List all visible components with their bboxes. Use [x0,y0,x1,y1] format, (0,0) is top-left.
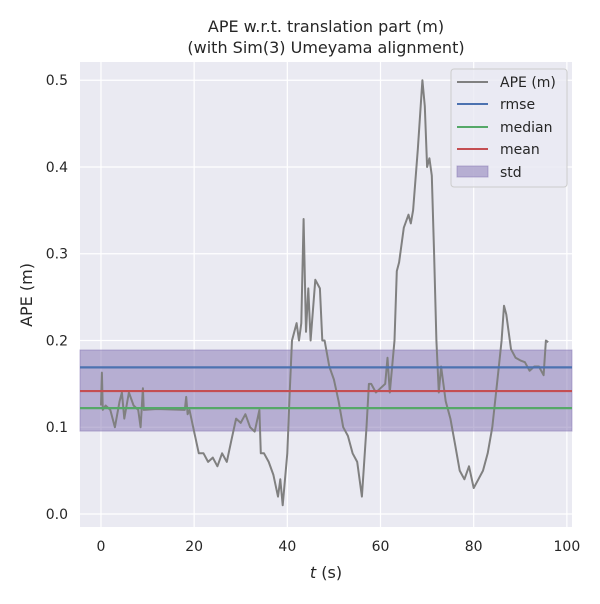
legend: APE (m) rmse median mean std [450,68,568,188]
x-axis-var: t [310,563,317,582]
legend-std-swatch [456,165,489,178]
ape-series-line [100,79,549,507]
x-tick-label: 100 [554,539,581,555]
y-tick-label: 0.1 [46,420,68,436]
x-tick-label: 0 [97,539,106,555]
y-tick-label: 0.3 [46,247,68,263]
ticks: 0 20 40 60 80 100 0.0 0.1 0.2 0.3 0.4 0.5 [46,73,581,555]
y-tick-label: 0.4 [46,160,68,176]
y-tick-label: 0.5 [46,73,68,89]
legend-mean-label: mean [500,142,540,158]
y-tick-label: 0.2 [46,333,68,349]
y-axis-label: APE (m) [17,263,36,327]
x-tick-label: 20 [185,539,203,555]
x-tick-label: 80 [465,539,483,555]
x-axis-unit: (s) [316,563,342,582]
legend-median-label: median [500,120,552,136]
x-tick-label: 60 [372,539,390,555]
chart-subtitle: (with Sim(3) Umeyama alignment) [187,38,464,57]
x-tick-label: 40 [278,539,296,555]
y-tick-label: 0.0 [46,507,68,523]
marks [79,79,573,507]
chart-title: APE w.r.t. translation part (m) [208,17,444,36]
legend-ape-label: APE (m) [500,75,556,91]
legend-std-label: std [500,165,522,181]
legend-rmse-label: rmse [500,97,535,113]
x-axis-label: t (s) [310,563,342,582]
legend-box [450,68,568,188]
